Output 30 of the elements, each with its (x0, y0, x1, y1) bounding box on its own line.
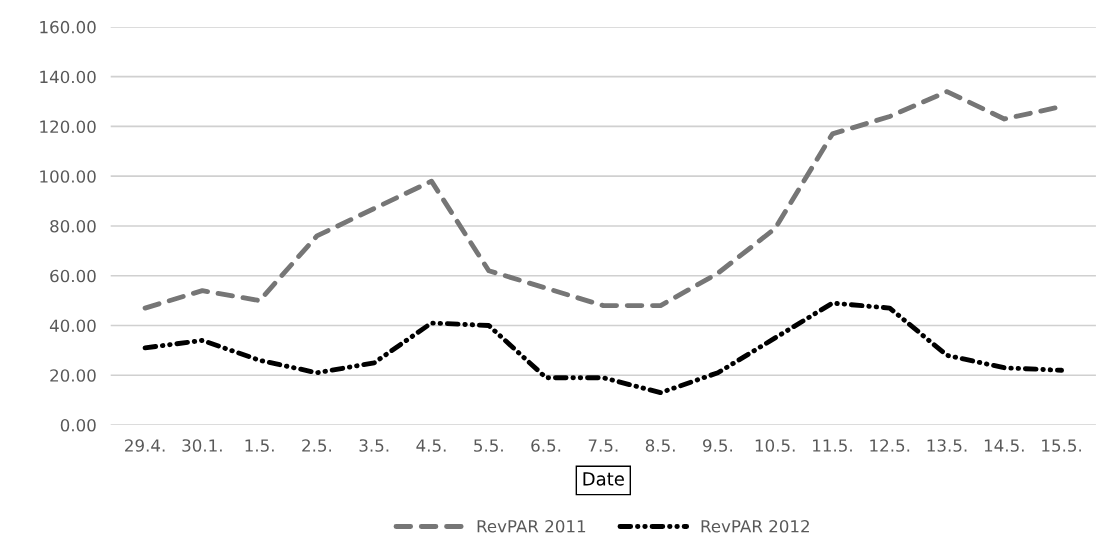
x-tick-label: 3.5. (359, 439, 389, 452)
x-tick-label: 13.5. (927, 439, 967, 452)
x-tick-label: 30.1. (182, 439, 222, 452)
x-tick-label: 5.5. (474, 439, 503, 452)
x-tick-label: 11.5. (813, 439, 852, 452)
legend-label: RevPAR 2011 (477, 519, 586, 533)
x-tick-label: 4.5. (416, 439, 446, 452)
x-tick-label: 8.5. (645, 439, 675, 452)
x-tick-label: 9.5. (703, 439, 732, 452)
x-tick-label: 6.5. (531, 439, 561, 452)
y-tick-label: 120.00 (40, 120, 96, 133)
y-tick-label: 60.00 (50, 269, 96, 283)
x-tick-label: 7.5. (588, 439, 618, 452)
x-tick-label: 15.5. (1042, 439, 1081, 452)
x-tick-label: 14.5. (984, 439, 1024, 452)
legend-label: RevPAR 2012 (701, 519, 809, 533)
x-tick-label: 29.4. (125, 439, 165, 452)
y-tick-label: 0.00 (60, 418, 96, 432)
y-tick-label: 140.00 (40, 70, 96, 84)
x-tick-label: 2.5. (302, 439, 332, 452)
x-tick-label: 10.5. (755, 439, 795, 452)
line-series (142, 300, 1064, 396)
y-tick-label: 20.00 (50, 369, 96, 382)
y-tick-label: 160.00 (40, 20, 96, 34)
x-tick-label: 12.5. (870, 439, 910, 452)
y-tick-label: 100.00 (40, 170, 96, 183)
y-tick-label: 40.00 (49, 319, 96, 333)
y-tick-label: 80.00 (50, 219, 96, 233)
x-axis-title: Date (583, 472, 624, 486)
x-tick-label: 1.5. (245, 439, 274, 452)
